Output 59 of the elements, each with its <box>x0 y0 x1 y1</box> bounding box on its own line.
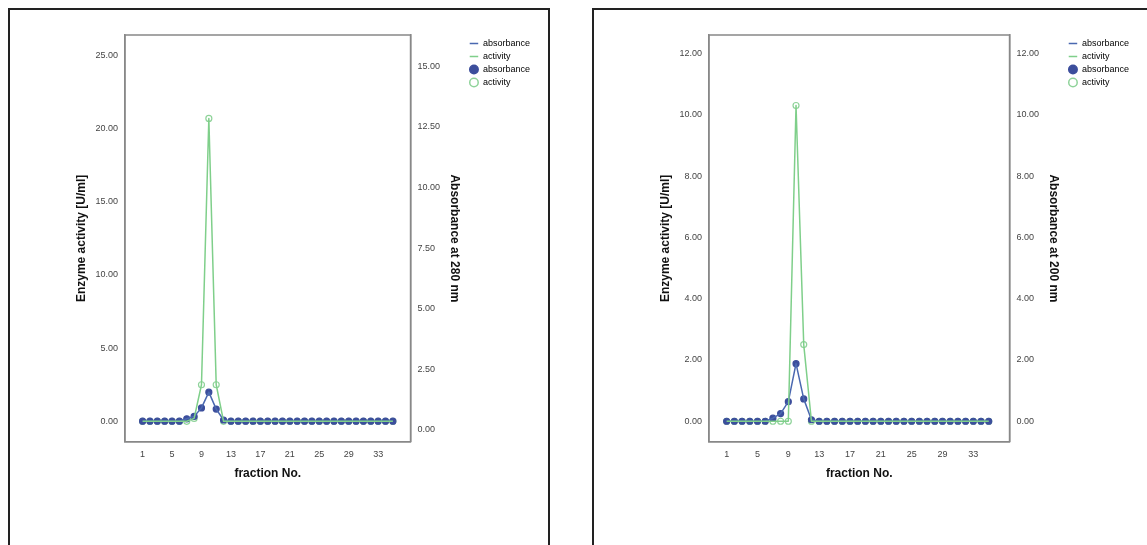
y2-tick-label: 12.50 <box>417 121 441 132</box>
x-tick-label: 1 <box>724 448 730 459</box>
legend-label: absorbance <box>1081 37 1130 48</box>
legend-label: activity <box>482 50 511 61</box>
y2-axis-title: Absorbance at 200 nm <box>1046 174 1061 303</box>
y-tick-label: 15.00 <box>95 196 118 207</box>
y-axis-title: Enzyme activity [U/ml] <box>657 174 672 303</box>
y2-tick-label: 0.00 <box>1016 415 1035 426</box>
x-tick-label: 21 <box>284 448 295 459</box>
y-tick-label: 4.00 <box>684 293 702 304</box>
y2-tick-label: 2.00 <box>1016 354 1035 365</box>
legend-label: activity <box>1081 76 1110 87</box>
y2-tick-label: 0.00 <box>417 424 436 435</box>
legend-label: absorbance <box>1081 63 1130 74</box>
x-tick-label: 5 <box>754 448 760 459</box>
y2-tick-label: 2.50 <box>417 363 436 374</box>
y2-axis-title: Absorbance at 280 nm <box>447 174 462 303</box>
x-tick-label: 9 <box>198 448 204 459</box>
legend-label: absorbance <box>482 63 531 74</box>
x-tick-label: 25 <box>906 448 917 459</box>
legend-label: activity <box>1081 50 1110 61</box>
x-tick-label: 33 <box>968 448 979 459</box>
y-tick-label: 10.00 <box>679 109 702 120</box>
y2-tick-label: 15.00 <box>417 60 441 71</box>
x-axis-title: fraction No. <box>825 466 893 481</box>
x-tick-label: 13 <box>225 448 236 459</box>
y-tick-label: 8.00 <box>684 170 702 181</box>
y2-tick-label: 12.00 <box>1016 47 1040 58</box>
legend-label: activity <box>482 76 511 87</box>
x-axis-title: fraction No. <box>234 466 302 481</box>
legend-label: absorbance <box>482 37 531 48</box>
x-tick-label: 25 <box>314 448 325 459</box>
y-tick-label: 20.00 <box>95 123 118 134</box>
x-tick-label: 17 <box>844 448 855 459</box>
x-tick-label: 17 <box>255 448 266 459</box>
y-axis-title: Enzyme activity [U/ml] <box>73 174 88 303</box>
y2-tick-label: 7.50 <box>417 242 436 253</box>
y2-tick-label: 5.00 <box>417 303 436 314</box>
x-tick-label: 1 <box>140 448 146 459</box>
y-tick-label: 12.00 <box>679 47 702 58</box>
x-tick-label: 9 <box>785 448 791 459</box>
x-tick-label: 13 <box>814 448 825 459</box>
y-tick-label: 25.00 <box>95 49 118 60</box>
y-tick-label: 2.00 <box>684 354 702 365</box>
y-tick-label: 0.00 <box>100 415 118 426</box>
y2-tick-label: 4.00 <box>1016 293 1035 304</box>
y2-tick-label: 6.00 <box>1016 231 1035 242</box>
y2-tick-label: 8.00 <box>1016 170 1035 181</box>
y-tick-label: 5.00 <box>100 342 118 353</box>
y-tick-label: 6.00 <box>684 231 702 242</box>
x-tick-label: 33 <box>373 448 384 459</box>
x-tick-label: 5 <box>169 448 175 459</box>
x-tick-label: 29 <box>937 448 948 459</box>
y-tick-label: 10.00 <box>95 269 118 280</box>
y2-tick-label: 10.00 <box>417 182 441 193</box>
y2-tick-label: 10.00 <box>1016 109 1040 120</box>
y-tick-label: 0.00 <box>684 415 702 426</box>
x-tick-label: 29 <box>343 448 354 459</box>
x-tick-label: 21 <box>875 448 886 459</box>
